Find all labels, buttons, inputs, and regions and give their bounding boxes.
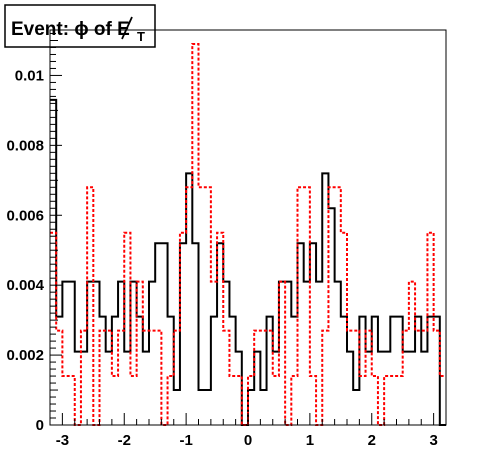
x-tick-label: 0 xyxy=(244,432,252,449)
title-subscript: T xyxy=(137,29,145,44)
y-tick-label: 0.01 xyxy=(15,67,44,84)
x-tick-label: 3 xyxy=(429,432,437,449)
plot-area xyxy=(50,42,446,426)
x-tick-label: 2 xyxy=(368,432,376,449)
x-tick-label: 1 xyxy=(306,432,314,449)
y-tick-label: 0.002 xyxy=(6,347,44,364)
y-tick-label: 0.006 xyxy=(6,207,44,224)
plot-frame xyxy=(49,29,447,426)
x-tick-label: -3 xyxy=(56,432,69,449)
chart-title: Event: ϕ of E T xyxy=(4,4,156,48)
x-tick-label: -2 xyxy=(118,432,131,449)
y-tick-label: 0.004 xyxy=(6,277,44,294)
y-tick-label: 0 xyxy=(36,417,44,434)
axes: -3 -2 -1 0 1 2 3 0 0.002 0.004 0.006 0.008 0.01 xyxy=(6,29,447,449)
x-tick-label: -1 xyxy=(179,432,192,449)
title-box xyxy=(4,4,156,48)
y-tick-label: 0.008 xyxy=(6,137,44,154)
histogram-series-2 xyxy=(50,42,446,426)
title-slash-mark xyxy=(121,16,133,40)
